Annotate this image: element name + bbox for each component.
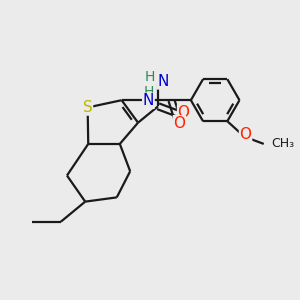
Text: N: N [157,74,169,89]
Text: S: S [83,100,92,115]
Text: O: O [178,105,190,120]
Text: N: N [143,93,154,108]
Text: O: O [239,127,251,142]
Text: H: H [143,85,154,99]
Text: O: O [173,116,185,131]
Text: CH₃: CH₃ [271,137,294,150]
Text: H: H [145,70,155,84]
